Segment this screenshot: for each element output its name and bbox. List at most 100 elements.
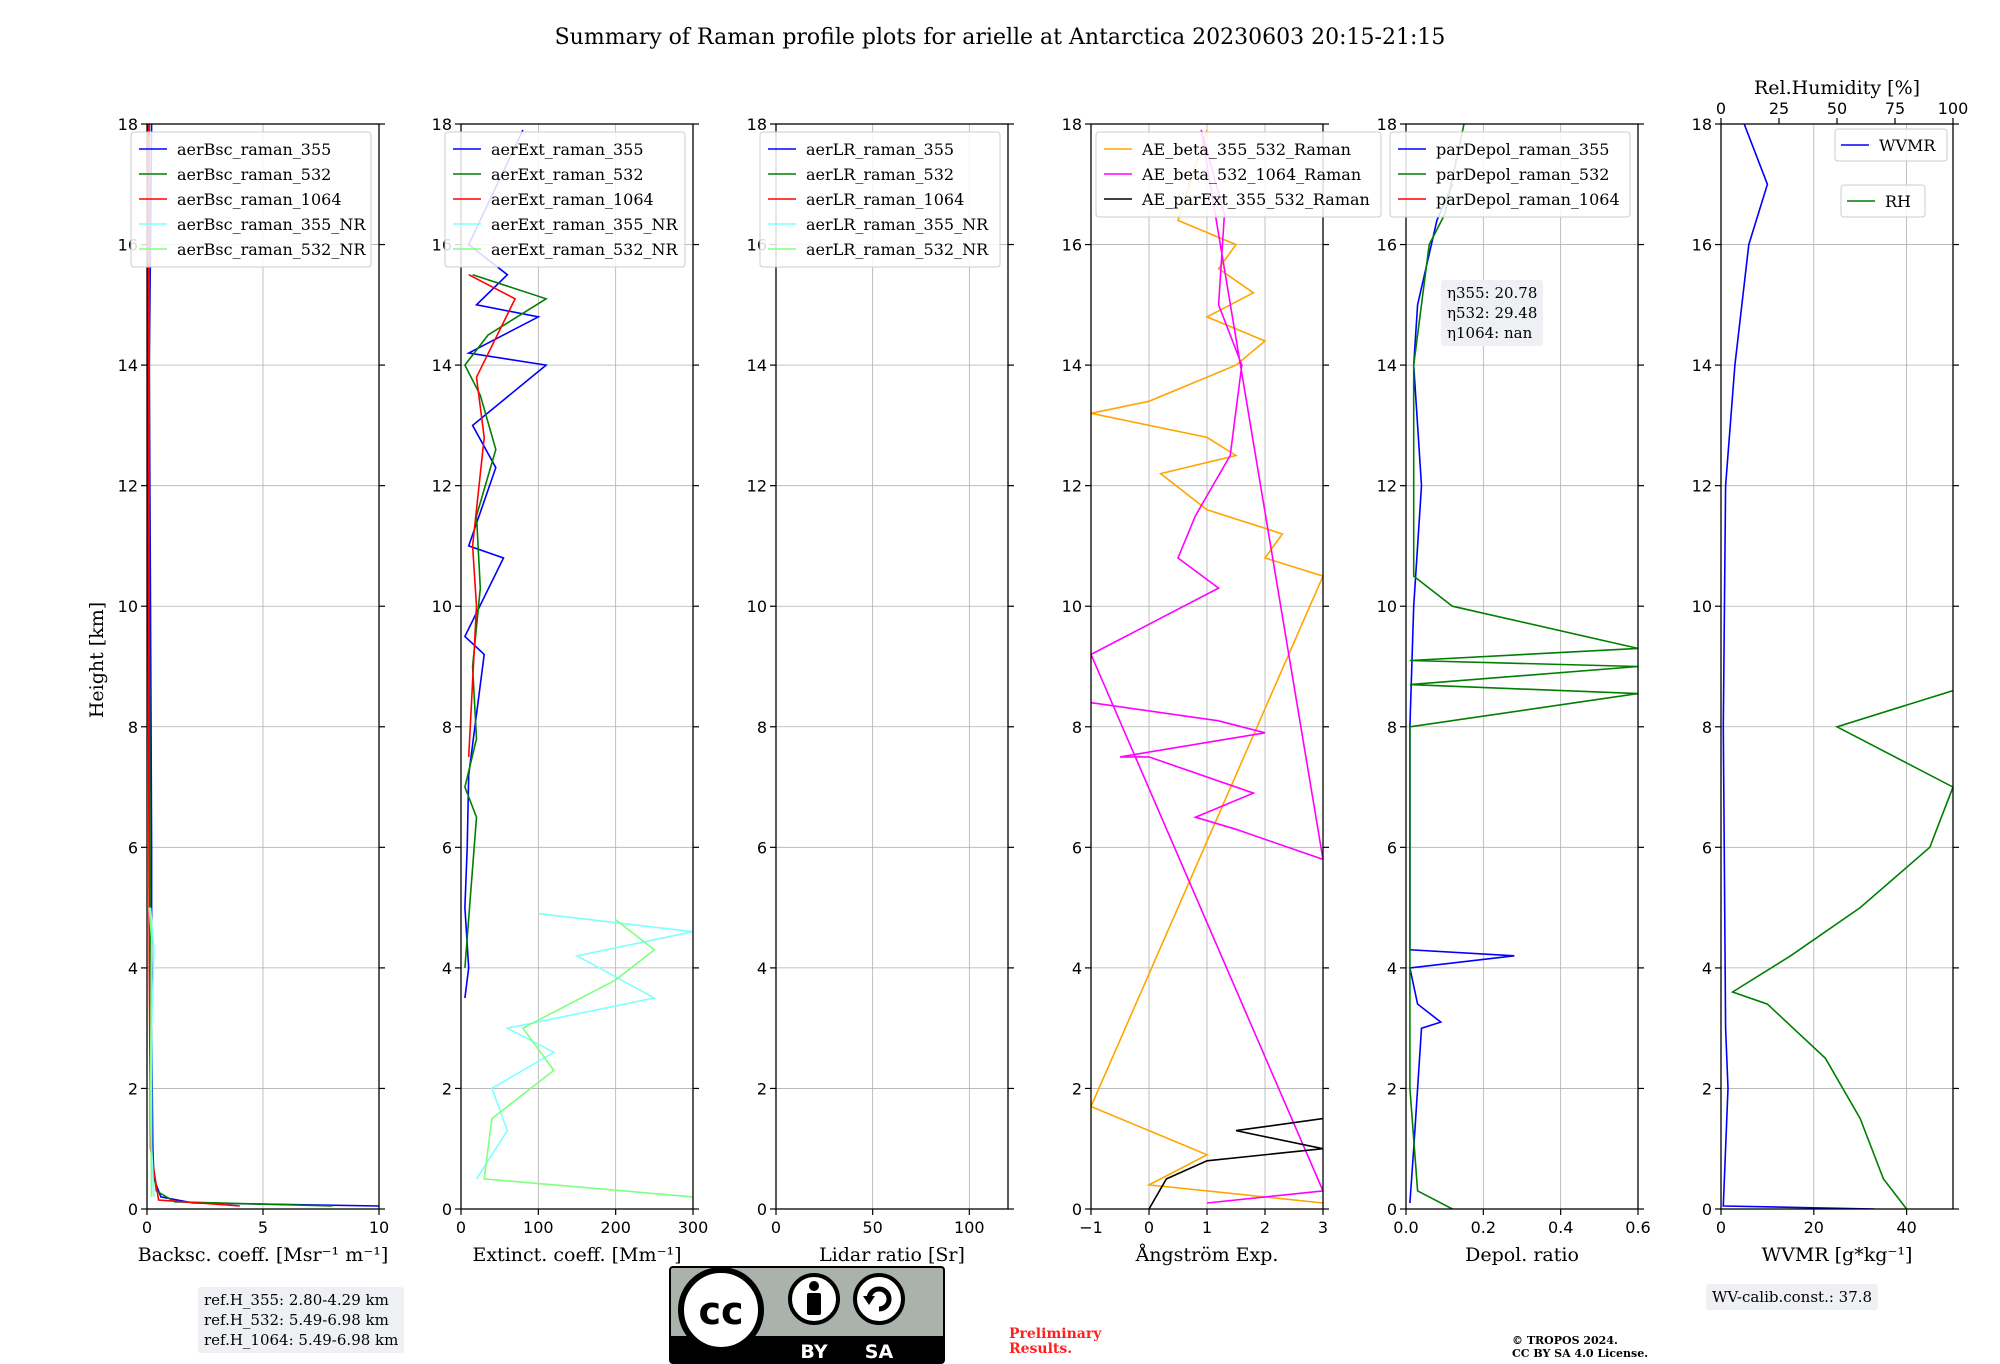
y-tick-label: 12 — [747, 477, 767, 496]
y-tick-label: 4 — [1072, 959, 1082, 978]
legend-entry: aerExt_raman_1064 — [491, 190, 654, 209]
y-tick-label: 18 — [432, 115, 452, 134]
legend: AE_beta_355_532_Raman AE_beta_532_1064_Ra… — [1095, 131, 1382, 218]
y-tick-label: 4 — [757, 959, 767, 978]
legend-entry: aerLR_raman_532 — [806, 165, 954, 184]
series-line-aerExt_raman_355_NR — [475, 912, 693, 1180]
y-tick-label: 6 — [1072, 838, 1082, 857]
preliminary-line-1: Preliminary — [1009, 1326, 1102, 1342]
preliminary-note: Preliminary Results. — [1009, 1327, 1101, 1357]
x-tick-label: 10 — [369, 1218, 389, 1237]
series-line-parDepol_raman_532 — [1409, 124, 1638, 1209]
y-tick-label: 4 — [1702, 959, 1712, 978]
series-layer — [1722, 124, 1953, 1209]
y-tick-label: 8 — [1702, 718, 1712, 737]
series-line-aerExt_raman_1064 — [467, 273, 517, 757]
x2-tick-label: 100 — [1938, 99, 1969, 118]
x-tick-label: 50 — [862, 1218, 882, 1237]
x-tick-label: 100 — [523, 1218, 554, 1237]
legend-box — [1834, 128, 1948, 162]
y-tick-label: 10 — [1062, 597, 1082, 616]
y-tick-label: 0 — [128, 1200, 138, 1219]
y-tick-label: 4 — [128, 959, 138, 978]
x-tick-label: 0 — [456, 1218, 466, 1237]
legend-entry: aerLR_raman_355 — [806, 140, 954, 159]
series-line-WVMR — [1722, 124, 1875, 1209]
x-tick-label: 0 — [771, 1218, 781, 1237]
legend: aerExt_raman_355 aerExt_raman_532 aerExt_r… — [444, 131, 686, 268]
series-layer — [1408, 124, 1638, 1209]
plot-frame — [1720, 123, 1954, 1210]
y-tick-label: 16 — [1377, 236, 1397, 255]
series-layer — [147, 124, 379, 1207]
y-tick-label: 16 — [1692, 236, 1712, 255]
y-tick-label: 6 — [128, 838, 138, 857]
legend-box — [759, 131, 1001, 268]
y-tick-label: 4 — [442, 959, 452, 978]
svg-text:cc: cc — [698, 1289, 743, 1333]
y-tick-label: 12 — [1062, 477, 1082, 496]
legend-box — [1389, 131, 1631, 218]
y-tick-label: 14 — [118, 356, 138, 375]
legend: aerLR_raman_355 aerLR_raman_532 aerLR_rama… — [759, 131, 1001, 268]
sa-label: SA — [865, 1341, 894, 1363]
preliminary-line-2: Results. — [1009, 1341, 1073, 1357]
legend-entry: aerBsc_raman_355_NR — [177, 215, 366, 234]
y-tick-label: 18 — [1692, 115, 1712, 134]
y-tick-label: 0 — [757, 1200, 767, 1219]
y-tick-label: 18 — [1377, 115, 1397, 134]
x-tick-label: 0.0 — [1393, 1218, 1418, 1237]
y-tick-label: 14 — [747, 356, 767, 375]
series-line-aerBsc_raman_355 — [148, 124, 379, 1207]
cc-icon — [678, 1267, 764, 1353]
x2-tick-label: 50 — [1827, 99, 1847, 118]
y-tick-label: 8 — [757, 718, 767, 737]
y-tick-label: 6 — [757, 838, 767, 857]
x-axis-label: Ångström Exp. — [1135, 1244, 1279, 1266]
x-axis-label: Depol. ratio — [1465, 1244, 1579, 1266]
legend-entry: aerLR_raman_355_NR — [806, 215, 989, 234]
legend-entry: aerBsc_raman_532 — [177, 165, 331, 184]
eta-355: η355: 20.78 — [1447, 284, 1538, 302]
y-tick-label: 6 — [1702, 838, 1712, 857]
legend-entry: aerExt_raman_355 — [491, 140, 644, 159]
y-tick-label: 12 — [432, 477, 452, 496]
y-tick-label: 6 — [442, 838, 452, 857]
x-tick-label: 20 — [1804, 1218, 1824, 1237]
series-line-aerBsc_raman_1064 — [147, 124, 240, 1207]
y-tick-label: 10 — [432, 597, 452, 616]
legend-entry: aerBsc_raman_532_NR — [177, 240, 366, 259]
legend-entry: RH — [1885, 192, 1911, 211]
series-line-aerExt_raman_355 — [463, 129, 548, 999]
x-axis-label: Backsc. coeff. [Msr⁻¹ m⁻¹] — [138, 1244, 389, 1266]
plot-frame — [146, 123, 380, 1210]
eta-1064: η1064: nan — [1447, 324, 1533, 342]
ref-h-1064: ref.H_1064: 5.49-6.98 km — [204, 1331, 399, 1349]
legend-entry: WVMR — [1879, 136, 1936, 155]
x-tick-label: −1 — [1079, 1218, 1103, 1237]
legend-entry: aerExt_raman_355_NR — [491, 215, 679, 234]
y-axis-label: Height [km] — [86, 602, 108, 718]
x-tick-label: 5 — [258, 1218, 268, 1237]
y-tick-label: 10 — [1377, 597, 1397, 616]
x2-tick-label: 75 — [1885, 99, 1905, 118]
y-tick-label: 10 — [1692, 597, 1712, 616]
y-tick-label: 0 — [1702, 1200, 1712, 1219]
y-tick-label: 18 — [1062, 115, 1082, 134]
legend-box — [1840, 184, 1926, 218]
x-tick-label: 2 — [1260, 1218, 1270, 1237]
y-tick-label: 2 — [757, 1079, 767, 1098]
legend-entry: parDepol_raman_355 — [1436, 140, 1609, 159]
y-tick-label: 18 — [747, 115, 767, 134]
plot-frame — [460, 123, 694, 1210]
x-tick-label: 1 — [1202, 1218, 1212, 1237]
legend: WVMR RH — [1834, 128, 1948, 218]
legend-box — [130, 131, 372, 268]
y-tick-label: 4 — [1387, 959, 1397, 978]
y-tick-label: 8 — [1387, 718, 1397, 737]
figure-title: Summary of Raman profile plots for ariel… — [555, 25, 1446, 50]
legend-entry: aerBsc_raman_355 — [177, 140, 331, 159]
x-tick-label: 0.6 — [1625, 1218, 1650, 1237]
